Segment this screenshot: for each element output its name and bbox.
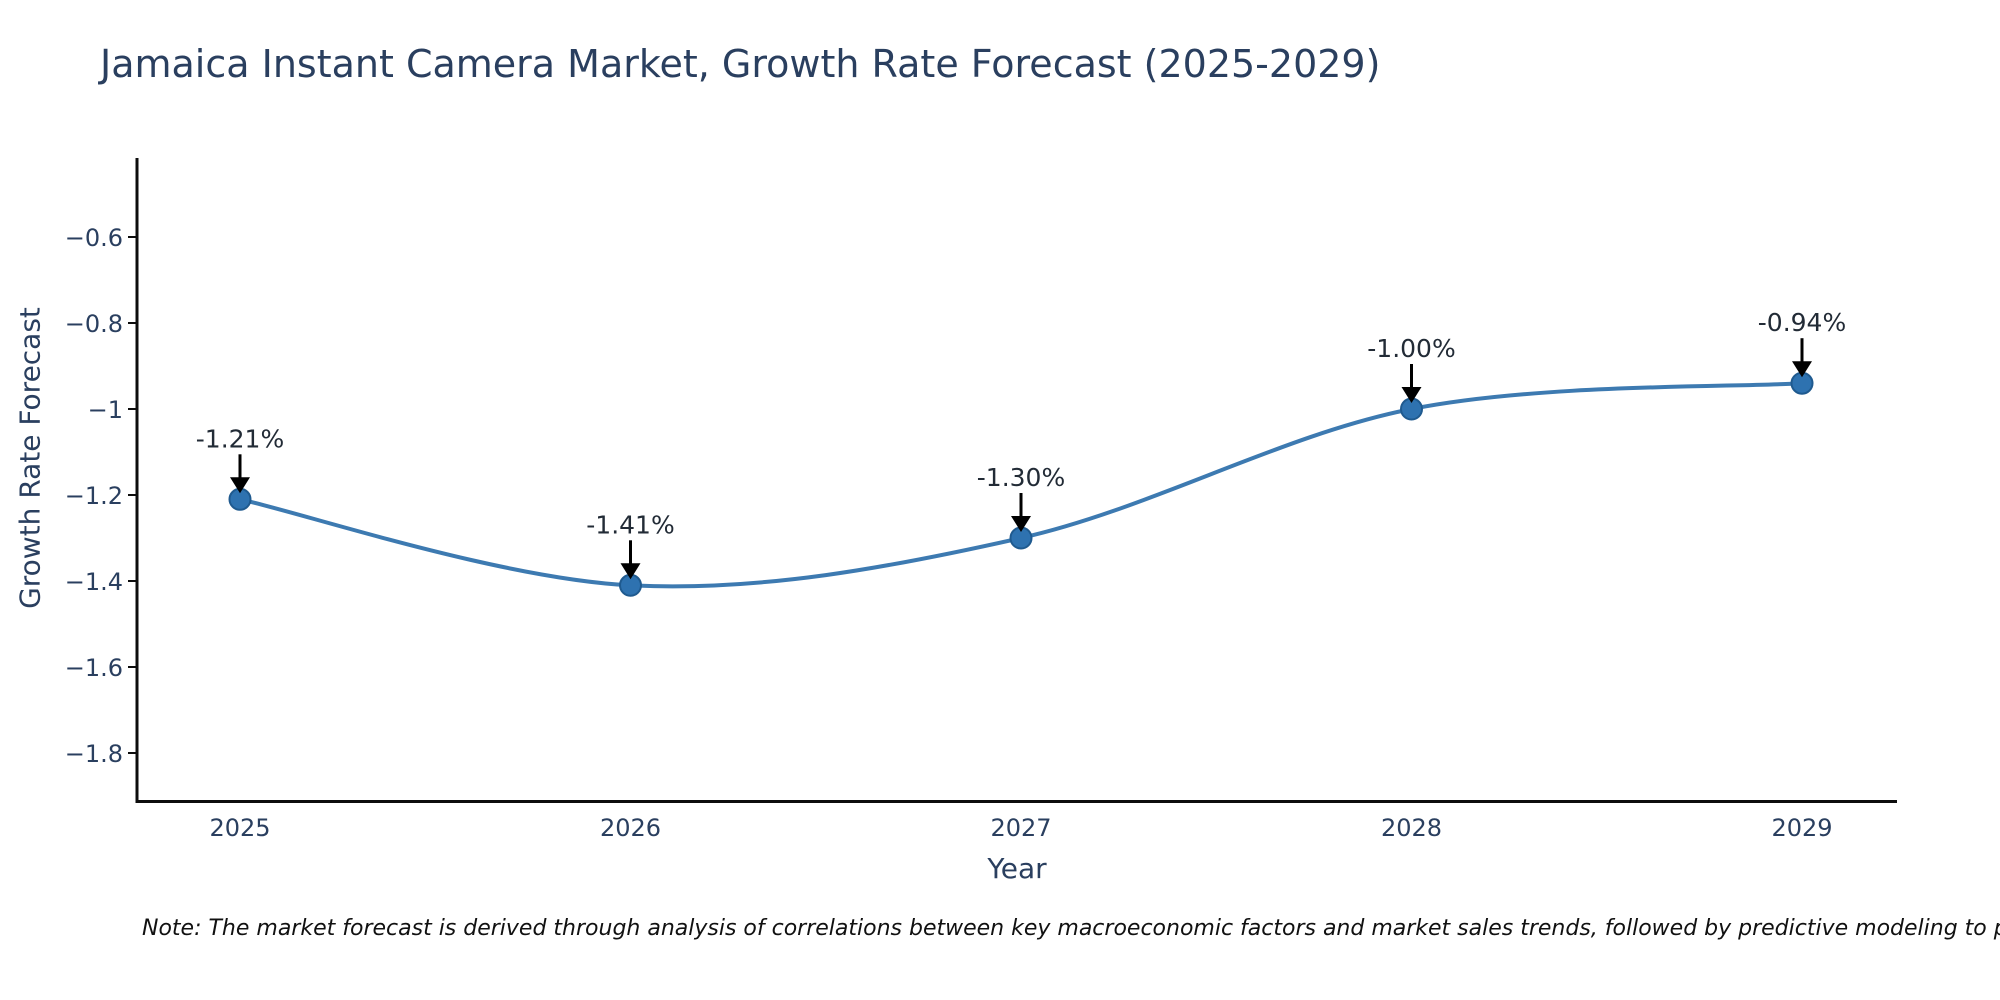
y-tick-label: −1 bbox=[88, 396, 123, 424]
point-annotation-label: -1.41% bbox=[586, 510, 674, 539]
x-axis-title: Year bbox=[987, 852, 1047, 885]
y-tick-label: −1.6 bbox=[65, 654, 123, 682]
x-tick-label: 2026 bbox=[600, 814, 661, 842]
annotation-arrowhead bbox=[1011, 516, 1031, 532]
annotation-arrowhead bbox=[1401, 387, 1422, 403]
annotation-arrowhead bbox=[620, 563, 641, 580]
annotation-arrowhead bbox=[230, 477, 250, 494]
y-tick-label: −1.4 bbox=[65, 568, 123, 596]
point-annotation-label: -0.94% bbox=[1758, 308, 1846, 337]
chart-title: Jamaica Instant Camera Market, Growth Ra… bbox=[100, 42, 1381, 86]
y-tick-label: −0.8 bbox=[65, 310, 123, 338]
y-tick-label: −1.8 bbox=[65, 740, 123, 768]
annotation-arrowhead bbox=[1792, 361, 1812, 378]
x-tick-label: 2025 bbox=[209, 814, 270, 842]
x-tick-label: 2029 bbox=[1771, 814, 1832, 842]
point-annotation-label: -1.00% bbox=[1367, 334, 1455, 363]
point-annotation-label: -1.30% bbox=[977, 463, 1065, 492]
y-tick-label: −1.2 bbox=[65, 482, 123, 510]
y-tick-label: −0.6 bbox=[65, 224, 123, 252]
x-tick-label: 2027 bbox=[990, 814, 1051, 842]
point-annotation-label: -1.21% bbox=[196, 424, 284, 453]
footnote-text: Note: The market forecast is derived thr… bbox=[142, 916, 2000, 941]
x-tick-label: 2028 bbox=[1381, 814, 1442, 842]
